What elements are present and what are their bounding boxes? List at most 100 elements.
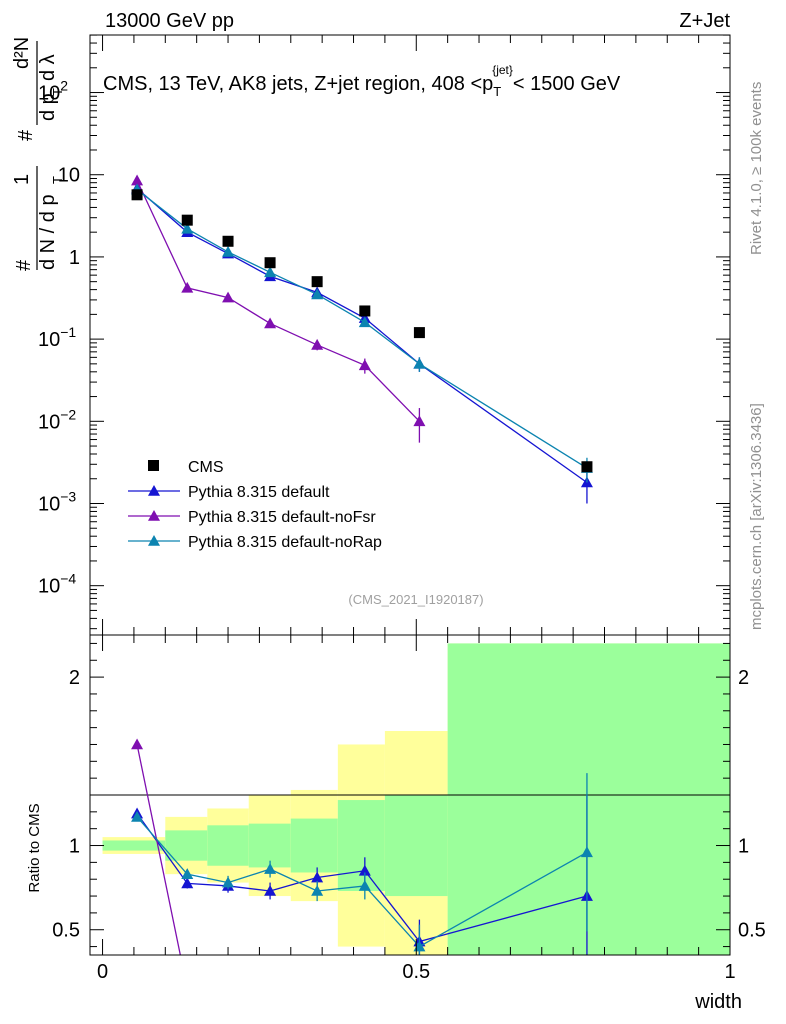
series-marker xyxy=(413,415,426,427)
series-marker xyxy=(181,222,194,234)
data-point xyxy=(311,276,323,288)
ratio-stat-band xyxy=(207,825,249,866)
ylabel-d2N: d²N xyxy=(11,37,33,69)
main-y-tick-label-exponent: −4 xyxy=(60,571,76,587)
series-marker xyxy=(222,291,235,303)
main-frame xyxy=(89,34,731,636)
plot-title: CMS, 13 TeV, AK8 jets, Z+jet region, 408… xyxy=(103,63,621,99)
ratio-stat-band xyxy=(248,823,291,868)
data-point xyxy=(359,305,371,317)
ratio-marker xyxy=(358,879,371,891)
ratio-uncertainty-bands xyxy=(102,643,730,955)
series-marker xyxy=(413,357,426,369)
plot-title-sup: {jet} xyxy=(492,63,513,77)
ratio-series-line-2 xyxy=(136,816,588,948)
main-y-tick-label-exponent: −3 xyxy=(60,488,76,504)
ratio-series-layer xyxy=(131,738,593,955)
legend-marker-triangle xyxy=(148,535,160,546)
x-tick-label: 0 xyxy=(97,961,108,983)
ratio-marker xyxy=(222,876,235,888)
ratio-stat-band xyxy=(447,643,730,955)
ratio-stat-band xyxy=(384,795,448,897)
main-y-tick-label: 10−1 xyxy=(38,324,76,351)
ylabel-hash1: # xyxy=(13,259,35,271)
ylabel-sub-T2: T xyxy=(50,88,65,96)
ratio-y-tick-label-right: 2 xyxy=(738,667,749,689)
legend-label: Pythia 8.315 default xyxy=(188,484,330,501)
header-process-label: Z+Jet xyxy=(679,10,730,32)
plot-title-prefix: CMS, 13 TeV, AK8 jets, Z+jet region, 408… xyxy=(103,73,493,95)
series-marker xyxy=(264,266,277,278)
legend: CMS Pythia 8.315 default Pythia 8.315 defa… xyxy=(128,459,382,551)
ylabel-sub-T: T xyxy=(50,176,65,184)
data-point xyxy=(222,235,234,247)
main-y-tick-label: 102 xyxy=(38,78,68,105)
data-point xyxy=(264,257,276,269)
plot-title-sub: T xyxy=(493,84,501,99)
ratio-marker xyxy=(311,871,324,883)
main-y-tick-label: 10−3 xyxy=(38,488,76,515)
main-y-tick-label-exponent: −2 xyxy=(60,406,76,422)
ratio-series-line-0 xyxy=(136,813,588,943)
ylabel-hash2: # xyxy=(15,129,37,141)
ratio-marker xyxy=(181,868,194,879)
legend-marker-square xyxy=(148,460,159,471)
series-marker xyxy=(311,288,324,300)
x-tick-label: 0.5 xyxy=(402,961,430,983)
ratio-series-group-1 xyxy=(131,738,181,955)
ylabel-one: 1 xyxy=(11,174,33,185)
main-series-layer xyxy=(131,174,593,504)
ylabel-dpT: d p xyxy=(37,93,59,121)
ratio-marker xyxy=(131,810,144,822)
analysis-id-label: (CMS_2021_I1920187) xyxy=(348,592,483,607)
main-y-tick-label-base: 10 xyxy=(38,411,60,433)
ylabel-dlambda: d λ xyxy=(37,54,59,81)
main-y-tick-label: 10−4 xyxy=(38,571,76,598)
ratio-stat-band xyxy=(290,818,338,873)
ratio-y-tick-label-right: 0.5 xyxy=(738,920,766,942)
data-point xyxy=(181,214,193,226)
main-y-tick-label: 10−2 xyxy=(38,406,76,433)
main-y-tick-label-base: 10 xyxy=(38,576,60,598)
series-marker xyxy=(131,174,144,186)
ratio-marker xyxy=(131,738,144,750)
ratio-y-axis-label: Ratio to CMS xyxy=(26,803,43,892)
ratio-stat-band xyxy=(337,800,385,891)
series-line-2 xyxy=(136,189,588,469)
mcplots-label: mcplots.cern.ch [arXiv:1306.3436] xyxy=(748,403,765,630)
main-y-axis-label: # 1 d N / d p T # d²N d p T d λ xyxy=(11,37,65,271)
ratio-marker xyxy=(358,864,371,876)
main-y-tick-label-exponent: 2 xyxy=(60,78,68,94)
main-y-tick-label-base: 10 xyxy=(38,329,60,351)
x-tick-label: 1 xyxy=(724,961,735,983)
main-y-tick-label-base: 10 xyxy=(58,165,80,187)
data-point xyxy=(131,189,143,201)
main-y-tick-label-base: 10 xyxy=(38,83,60,105)
series-line-0 xyxy=(136,188,588,484)
ratio-marker xyxy=(264,863,277,874)
ratio-marker xyxy=(264,885,277,896)
main-y-tick-label: 10 xyxy=(58,165,80,187)
series-marker xyxy=(358,316,371,328)
rivet-version-label: Rivet 4.1.0, ≥ 100k events xyxy=(748,82,765,255)
series-marker xyxy=(181,281,194,293)
x-axis-label: width xyxy=(694,991,742,1013)
ratio-stat-band xyxy=(165,830,208,861)
legend-marker-triangle xyxy=(148,485,160,496)
legend-label: Pythia 8.315 default-noFsr xyxy=(188,509,376,526)
ratio-panel: 0.5 0.51 12 2 0 0.5 1 xyxy=(52,634,766,983)
main-axis-ticks xyxy=(90,34,731,635)
legend-marker-triangle xyxy=(148,510,160,521)
ratio-axis-ticks xyxy=(90,635,731,955)
data-point xyxy=(581,461,593,473)
ratio-axis-tick-labels: 0.5 0.5 1 1 2 2 xyxy=(52,667,766,942)
plot-title-suffix: < 1500 GeV xyxy=(513,73,621,95)
series-marker xyxy=(264,317,277,329)
ylabel-frac-num: d N / d p xyxy=(37,194,59,270)
series-marker xyxy=(311,338,324,350)
series-marker xyxy=(358,359,371,371)
header-energy-label: 13000 GeV pp xyxy=(105,10,234,32)
ratio-y-tick-label-right: 1 xyxy=(738,836,749,858)
ratio-y-tick-label-left: 2 xyxy=(69,667,80,689)
